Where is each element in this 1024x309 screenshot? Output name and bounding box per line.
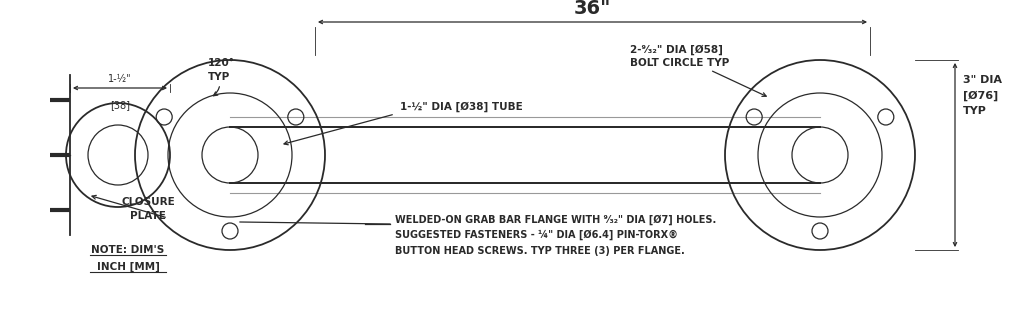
Text: BOLT CIRCLE TYP: BOLT CIRCLE TYP — [630, 58, 729, 68]
Bar — [230, 127, 820, 183]
Text: WELDED-ON GRAB BAR FLANGE WITH ⁹⁄₃₂" DIA [Ø7] HOLES.: WELDED-ON GRAB BAR FLANGE WITH ⁹⁄₃₂" DIA… — [395, 214, 716, 225]
Text: CLOSURE: CLOSURE — [121, 197, 175, 207]
Text: PLATE: PLATE — [130, 211, 166, 221]
Text: TYP: TYP — [963, 106, 987, 116]
Text: 36": 36" — [573, 0, 611, 18]
Text: 1-½" DIA [Ø38] TUBE: 1-½" DIA [Ø38] TUBE — [400, 101, 522, 112]
Text: BUTTON HEAD SCREWS. TYP THREE (3) PER FLANGE.: BUTTON HEAD SCREWS. TYP THREE (3) PER FL… — [395, 246, 685, 256]
Text: 2-⁹⁄₃₂" DIA [Ø58]: 2-⁹⁄₃₂" DIA [Ø58] — [630, 44, 723, 55]
Text: 120°: 120° — [208, 58, 234, 68]
Text: INCH [MM]: INCH [MM] — [96, 262, 160, 272]
Text: SUGGESTED FASTENERS - ¼" DIA [Ø6.4] PIN-TORX®: SUGGESTED FASTENERS - ¼" DIA [Ø6.4] PIN-… — [395, 230, 678, 240]
Text: TYP: TYP — [208, 72, 230, 82]
Text: NOTE: DIM'S: NOTE: DIM'S — [91, 245, 165, 255]
Text: 1-½": 1-½" — [109, 74, 132, 84]
Text: [38]: [38] — [110, 100, 130, 110]
Text: [Ø76]: [Ø76] — [963, 90, 998, 100]
Text: 3" DIA: 3" DIA — [963, 75, 1002, 85]
